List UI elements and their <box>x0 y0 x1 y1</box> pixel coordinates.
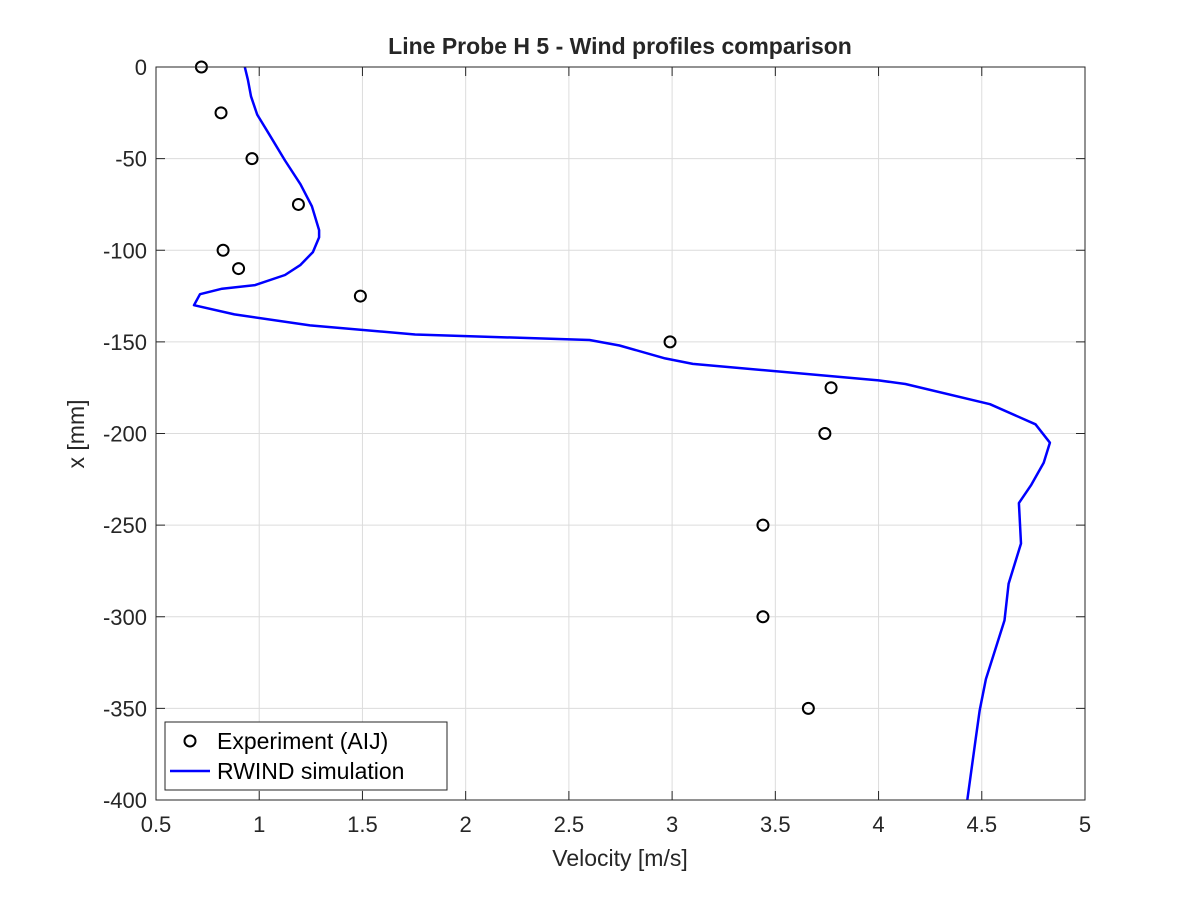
legend-box <box>164 721 448 791</box>
x-tick-label: 4 <box>872 812 884 837</box>
y-tick-label: -250 <box>103 513 147 538</box>
y-tick-label: -50 <box>115 147 147 172</box>
x-axis-label: Velocity [m/s] <box>552 845 687 871</box>
x-tick-label: 0.5 <box>141 812 172 837</box>
legend-label-experiment: Experiment (AIJ) <box>217 728 388 754</box>
y-tick-label: 0 <box>135 55 147 80</box>
x-tick-label: 2 <box>460 812 472 837</box>
x-tick-label: 3 <box>666 812 678 837</box>
chart-title: Line Probe H 5 - Wind profiles compariso… <box>388 33 852 59</box>
x-tick-label: 1 <box>253 812 265 837</box>
x-tick-label: 5 <box>1079 812 1091 837</box>
experiment-point <box>245 152 259 166</box>
experiment-point <box>801 701 815 715</box>
y-tick-label: -200 <box>103 422 147 447</box>
legend-label-simulation: RWIND simulation <box>217 758 404 784</box>
legend[interactable]: Experiment (AIJ) RWIND simulation <box>164 721 448 791</box>
experiment-point <box>818 427 832 440</box>
experiment-point <box>663 335 677 349</box>
experiment-point <box>756 518 770 532</box>
legend-marker-circle <box>183 734 197 748</box>
experiment-point <box>232 262 246 276</box>
y-tick-label: -350 <box>103 696 147 721</box>
x-tick-label: 1.5 <box>347 812 378 837</box>
simulation-line <box>192 66 1052 801</box>
experiment-point <box>824 381 838 395</box>
experiment-point <box>353 289 367 303</box>
x-tick-label: 2.5 <box>554 812 585 837</box>
x-tick-label: 4.5 <box>966 812 997 837</box>
experiment-point <box>214 106 228 120</box>
y-tick-label: -400 <box>103 788 147 813</box>
y-axis-label: x [mm] <box>63 400 89 469</box>
series-layer <box>192 60 1052 801</box>
y-tick-label: -300 <box>103 605 147 630</box>
y-tick-label: -100 <box>103 238 147 263</box>
y-tick-label: -150 <box>103 330 147 355</box>
experiment-point <box>291 197 305 211</box>
experiment-point <box>756 610 770 624</box>
x-tick-label: 3.5 <box>760 812 791 837</box>
experiment-point <box>216 243 230 257</box>
ticks: 0.5 1 1.5 2 2.5 3 3.5 4 4.5 5 0 -50 -100 -150 -200 -250… <box>103 55 1091 837</box>
